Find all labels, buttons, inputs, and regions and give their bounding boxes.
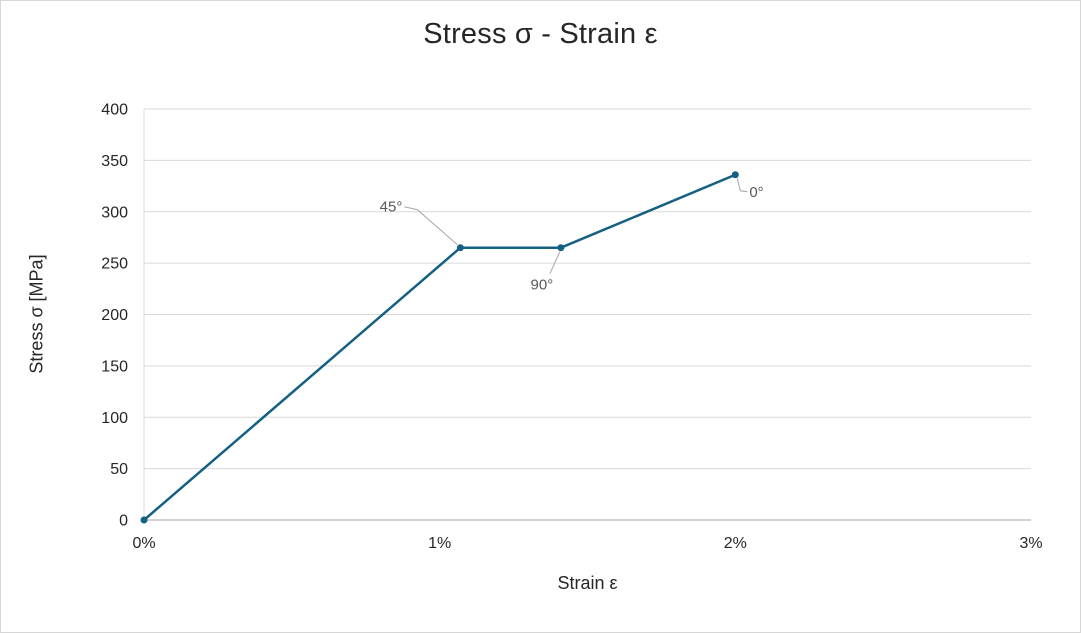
data-point-marker bbox=[557, 244, 565, 252]
data-point-marker bbox=[140, 516, 148, 524]
y-tick-label: 400 bbox=[101, 102, 128, 119]
x-tick-label: 0% bbox=[132, 535, 155, 552]
series-line bbox=[143, 173, 736, 521]
y-tick-label: 0 bbox=[119, 513, 128, 530]
y-tick-label: 50 bbox=[110, 461, 128, 478]
y-tick-label: 200 bbox=[101, 307, 128, 324]
y-tick-label: 250 bbox=[101, 256, 128, 273]
annotation-leader bbox=[404, 206, 458, 246]
annotation-label: 0° bbox=[749, 184, 763, 201]
data-point-marker bbox=[731, 171, 739, 179]
x-tick-label: 3% bbox=[1019, 535, 1042, 552]
annotation-leader bbox=[549, 251, 561, 274]
annotation-label: 45° bbox=[380, 199, 403, 216]
y-tick-label: 350 bbox=[101, 153, 128, 170]
x-tick-label: 1% bbox=[428, 535, 451, 552]
annotation-label: 90° bbox=[531, 277, 554, 294]
y-tick-label: 150 bbox=[101, 358, 128, 375]
x-axis-title: Strain ε bbox=[557, 573, 618, 593]
chart-title: Stress σ - Strain ε bbox=[423, 18, 658, 50]
y-tick-label: 300 bbox=[101, 204, 128, 221]
y-tick-label: 100 bbox=[101, 410, 128, 427]
x-tick-label: 2% bbox=[724, 535, 747, 552]
annotation-leader bbox=[736, 178, 748, 193]
data-point-marker bbox=[456, 244, 464, 252]
